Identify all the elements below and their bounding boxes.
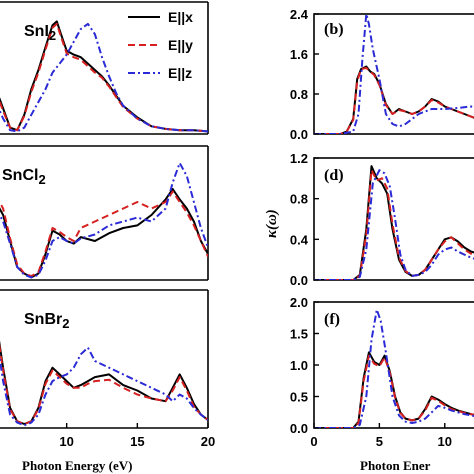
y-tick-label: 0.5 [290, 390, 308, 405]
y-axis-label-kappa: κ(ω) [264, 209, 280, 238]
y-tick-label: 1.2 [290, 151, 308, 166]
y-tick-label: 1.0 [290, 358, 308, 373]
legend-label-y: E||y [168, 37, 193, 53]
series-line-ex-panel5 [314, 351, 474, 428]
y-tick-label: 0.8 [290, 192, 308, 207]
panel-label-snbr2: SnBr2 [24, 311, 69, 331]
x-tick-label: 10 [438, 434, 452, 449]
series-line-ez-panel0 [0, 22, 208, 133]
panel-left-middle: SnCl2 [0, 145, 209, 281]
series-line-ey-panel3 [314, 67, 474, 134]
y-tick-label: 0.0 [290, 127, 308, 142]
series-layer-lm [0, 162, 208, 279]
series-line-ey-panel1 [0, 190, 208, 278]
x-tick-label: 10 [59, 434, 73, 449]
yticks-rm: 0.0 0.4 0.8 1.2 [290, 151, 319, 288]
series-line-ez-panel3 [314, 13, 474, 134]
xticks-lb: 5101520 [59, 423, 215, 449]
x-tick-label: 0 [310, 434, 317, 449]
series-line-ex-panel2 [0, 340, 208, 425]
series-line-ey-panel5 [314, 354, 474, 428]
panel-label-sncl2: SnCl2 [2, 167, 46, 187]
series-layer-rm [314, 165, 474, 280]
y-tick-label: 1.5 [290, 327, 308, 342]
yticks-rb: 0.0 0.5 1.0 1.5 2.0 [290, 295, 319, 436]
panel-left-top: SnI2 E||x E||y E||z [0, 1, 209, 135]
y-tick-label: 0.0 [290, 421, 308, 436]
panel-label-sni2: SnI2 [24, 23, 56, 43]
series-line-ez-panel5 [314, 308, 474, 428]
series-layer-rb [314, 308, 474, 428]
panel-right-middle: 0.0 0.4 0.8 1.2 (d) κ(ω) [264, 151, 474, 288]
panel-tag-b: (b) [324, 21, 344, 38]
legend-label-x: E||x [168, 9, 193, 25]
y-tick-label: 0.0 [290, 273, 308, 288]
frame-rm [313, 157, 474, 281]
series-line-ey-panel4 [314, 169, 474, 280]
x-tick-label: 15 [130, 434, 144, 449]
y-tick-label: 1.6 [290, 47, 308, 62]
panel-tag-f: (f) [324, 311, 340, 328]
y-tick-label: 0.8 [290, 87, 308, 102]
series-line-ez-panel2 [0, 346, 208, 427]
legend: E||x E||y E||z [128, 9, 193, 81]
xticks-rb: 0 5 10 [310, 423, 452, 449]
legend-label-z: E||z [168, 65, 192, 81]
panel-left-bottom: 5101520 SnBr2 Photon Energy (eV) [0, 289, 215, 473]
x-tick-label: 20 [201, 434, 215, 449]
series-layer-lt [0, 20, 208, 133]
series-layer-lb [0, 340, 208, 427]
y-tick-label: 2.0 [290, 295, 308, 310]
panel-right-top: 0.0 0.8 1.6 2.4 (b) [290, 7, 474, 142]
series-line-ey-panel2 [0, 343, 208, 425]
x-tick-label: 5 [376, 434, 383, 449]
yticks-rt: 0.0 0.8 1.6 2.4 [290, 7, 319, 142]
x-axis-label-left: Photon Energy (eV) [22, 458, 133, 473]
series-line-ex-panel1 [0, 188, 208, 279]
x-axis-label-right: Photon Ener [360, 458, 431, 473]
series-layer-rt [314, 13, 474, 134]
panel-tag-d: (d) [324, 167, 344, 184]
y-tick-label: 0.4 [290, 232, 309, 247]
series-line-ez-panel4 [314, 169, 474, 280]
frame-rt [313, 13, 474, 135]
panel-right-bottom: 0.0 0.5 1.0 1.5 2.0 0 5 10 (f) Photon Ener [290, 295, 474, 473]
y-tick-label: 2.4 [290, 7, 309, 22]
